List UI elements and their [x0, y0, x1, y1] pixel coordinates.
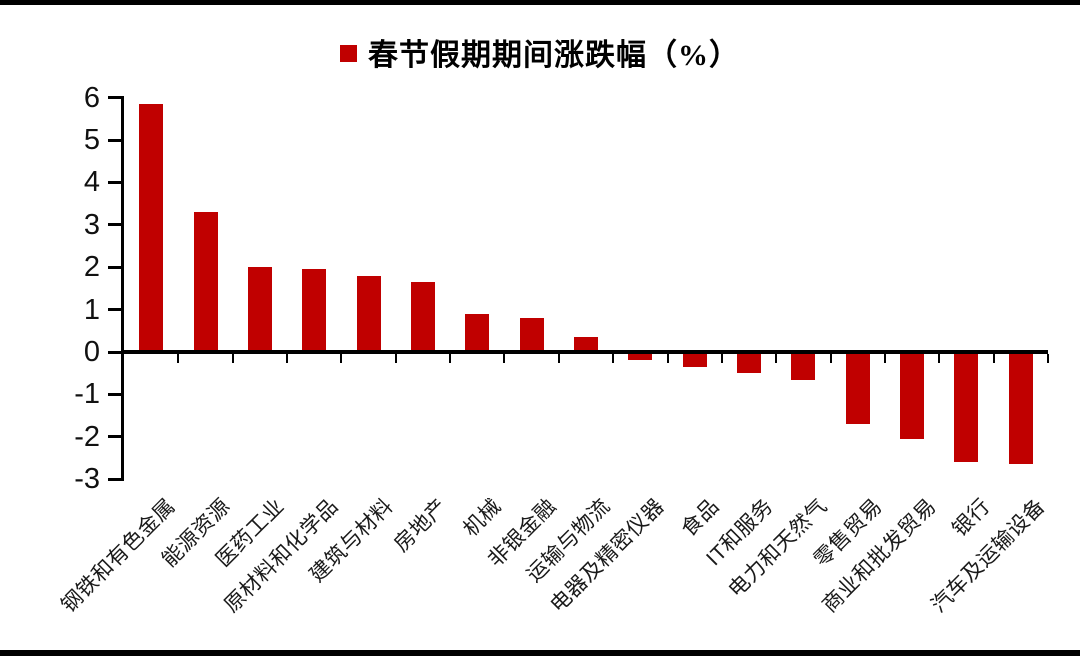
bar	[302, 269, 327, 352]
bar	[791, 352, 816, 380]
y-axis-tick	[108, 392, 121, 396]
bar	[247, 267, 272, 352]
x-axis-tick	[503, 354, 506, 363]
bar	[410, 282, 435, 352]
y-axis-tick-label: 6	[83, 81, 100, 114]
y-axis-tick	[108, 435, 121, 439]
bar	[193, 212, 218, 352]
x-axis-tick	[720, 354, 723, 363]
x-axis-line	[121, 350, 1048, 354]
x-axis-tick	[883, 354, 886, 363]
y-axis-tick	[108, 180, 121, 184]
y-axis-tick	[108, 350, 121, 354]
x-axis-tick	[938, 354, 941, 363]
bar	[465, 313, 490, 352]
y-axis-tick-label: -3	[74, 463, 100, 496]
x-axis-tick	[992, 354, 995, 363]
bar	[954, 352, 979, 463]
y-axis-tick-label: 2	[83, 251, 100, 284]
y-axis-tick-label: 1	[83, 293, 100, 326]
legend-marker-icon	[340, 45, 357, 62]
bar	[574, 337, 598, 352]
x-axis-tick	[231, 354, 234, 363]
y-axis-tick	[108, 308, 121, 312]
bar	[845, 352, 870, 425]
legend-label: 春节假期期间涨跌幅（%）	[368, 39, 740, 72]
chart-legend: 春节假期期间涨跌幅（%）	[0, 30, 1080, 74]
y-axis-line	[121, 95, 124, 482]
bar	[628, 352, 653, 361]
x-axis-tick	[394, 354, 397, 363]
y-axis-tick	[108, 265, 121, 269]
x-axis-tick	[449, 354, 452, 363]
x-axis-tick	[1047, 354, 1049, 363]
y-axis-tick	[108, 138, 121, 142]
x-axis-tick	[775, 354, 778, 363]
x-axis-tick	[666, 354, 669, 363]
x-axis-tick	[829, 354, 832, 363]
top-border-rule	[0, 0, 1080, 5]
bar	[1008, 352, 1033, 465]
y-axis-tick-label: 4	[83, 166, 100, 199]
x-axis-tick	[557, 354, 560, 363]
y-axis-tick	[108, 223, 121, 227]
x-axis-label: 房地产	[389, 494, 452, 557]
bar	[737, 352, 762, 374]
x-axis-tick	[286, 354, 289, 363]
bar	[519, 318, 544, 352]
x-axis-tick	[177, 354, 180, 363]
y-axis-tick-label: 3	[83, 208, 100, 241]
x-axis-tick	[612, 354, 615, 363]
y-axis-tick	[108, 96, 121, 100]
x-axis-tick	[340, 354, 343, 363]
y-axis-tick-label: 5	[83, 124, 100, 156]
y-axis-tick	[108, 477, 121, 481]
y-axis-tick-label: 0	[83, 336, 100, 368]
bar	[682, 352, 707, 367]
bar	[900, 352, 925, 439]
y-axis-tick-label: -2	[74, 420, 100, 453]
y-axis-tick-label: -1	[74, 378, 100, 411]
bar	[139, 103, 164, 352]
bar	[356, 275, 381, 352]
bottom-border-rule	[0, 650, 1080, 656]
